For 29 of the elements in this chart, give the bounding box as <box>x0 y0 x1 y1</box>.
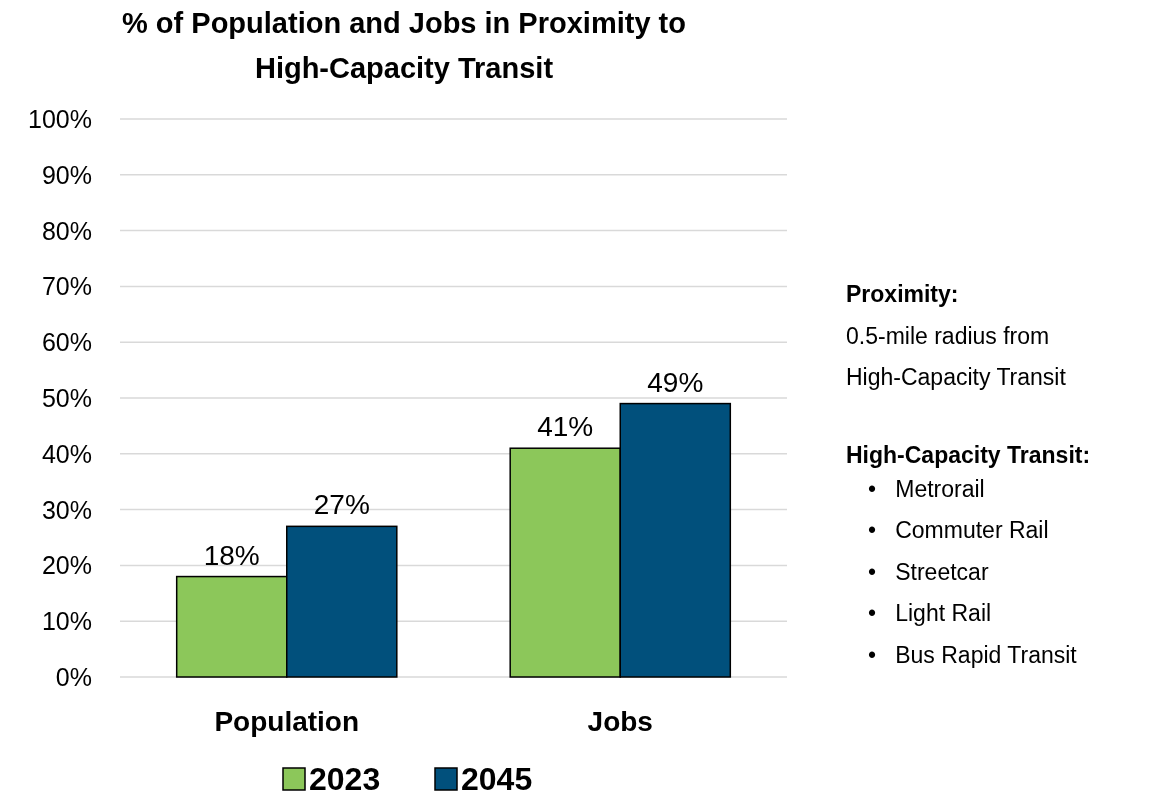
y-tick-label: 0% <box>55 663 92 691</box>
legend-label: 2023 <box>309 761 381 797</box>
text: High-Capacity Transit <box>846 364 1067 390</box>
y-tick-label: 80% <box>41 216 92 245</box>
y-tick-label: 20% <box>41 551 92 580</box>
y-tick-label: 60% <box>41 328 92 357</box>
y-tick-label: 50% <box>41 384 92 412</box>
text: High-Capacity Transit: <box>846 441 1091 468</box>
y-tick-label: 70% <box>41 272 92 301</box>
data-label: 27% <box>313 489 370 521</box>
x-tick-label: Jobs <box>587 706 653 737</box>
chart-title: % of Population and Jobs in Proximity to High-Capacity Transit <box>122 7 686 84</box>
y-tick-label: 30% <box>41 495 92 524</box>
text: • Commuter Rail <box>868 517 1049 543</box>
text: 0.5-mile radius from <box>846 322 1050 349</box>
data-label: 18% <box>203 539 260 571</box>
data-label: 41% <box>537 411 594 443</box>
legend-label: 2045 <box>461 761 533 797</box>
text: • Streetcar <box>868 558 989 585</box>
y-tick-label: 100% <box>28 105 92 133</box>
text: • Metrorail <box>868 475 985 502</box>
text: • Light Rail <box>868 600 992 626</box>
y-tick-label: 90% <box>41 160 92 189</box>
x-tick-label: Population <box>214 706 360 737</box>
y-tick-label: 10% <box>41 607 92 636</box>
data-label: 49% <box>647 366 704 398</box>
y-tick-label: 40% <box>41 439 92 468</box>
text: Proximity: <box>846 281 959 307</box>
text: • Bus Rapid Transit <box>868 641 1078 668</box>
